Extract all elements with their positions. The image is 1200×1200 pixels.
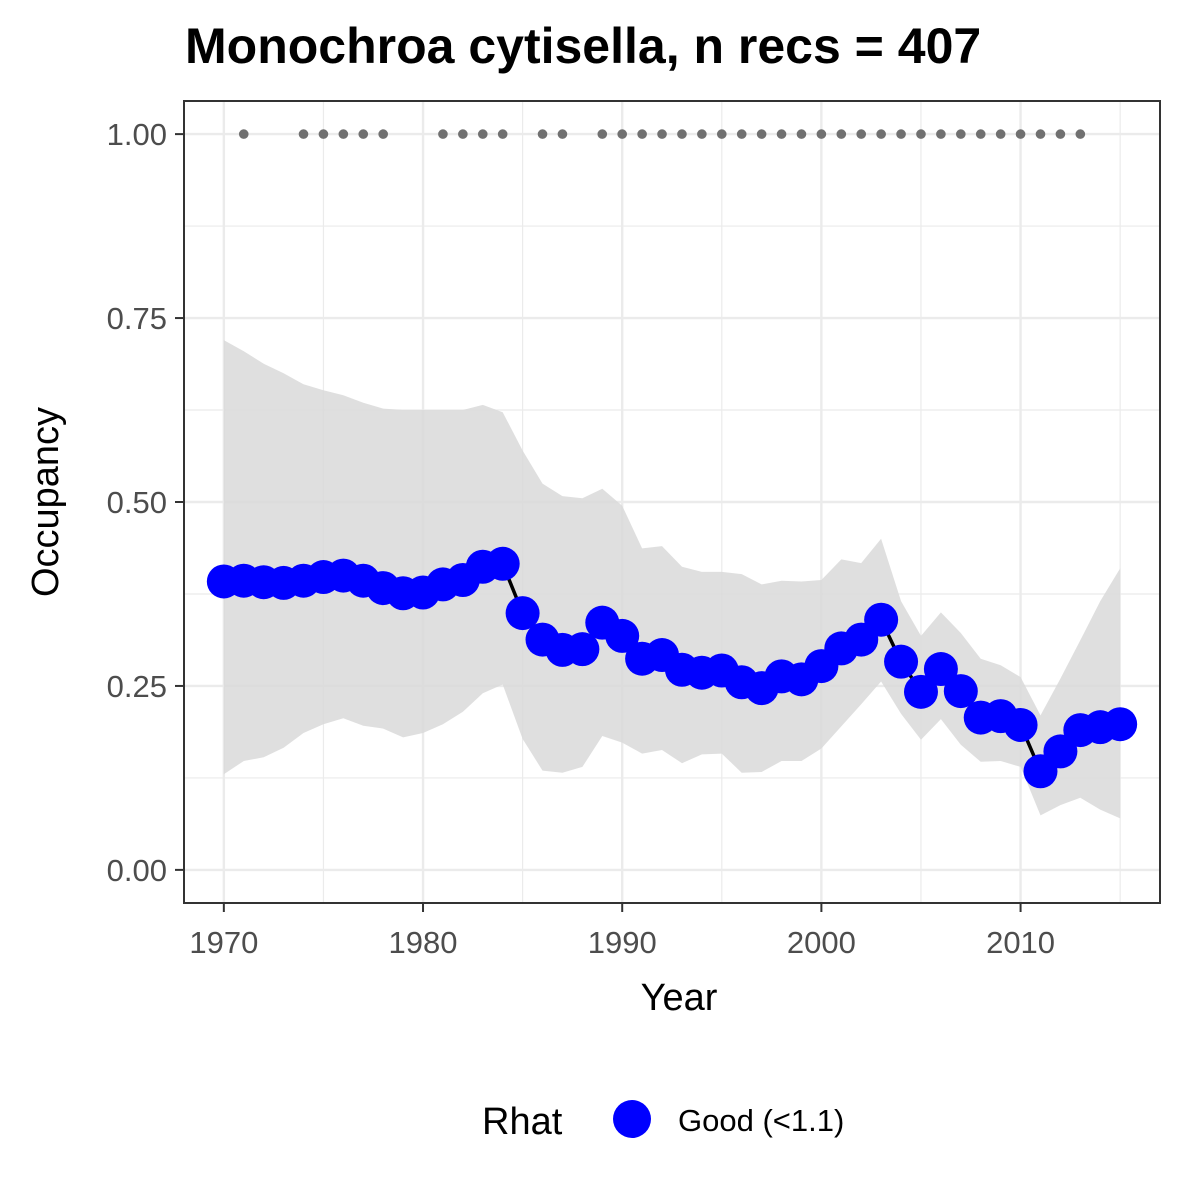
- record-year-dot: [1055, 129, 1066, 139]
- record-years-layer: [238, 129, 1086, 139]
- x-axis: 1970 1980 1990 2000 2010: [189, 903, 1055, 960]
- record-year-dot: [975, 129, 986, 139]
- record-year-dot: [497, 129, 508, 139]
- confidence-ribbon: [223, 340, 1121, 819]
- occupancy-point: [505, 596, 540, 631]
- legend-label-good: Good (<1.1): [678, 1103, 844, 1138]
- record-year-dot: [916, 129, 926, 139]
- record-year-dot: [537, 129, 548, 139]
- occupancy-point: [943, 674, 978, 709]
- occupancy-point: [1043, 734, 1078, 769]
- occupancy-point: [1103, 707, 1138, 742]
- y-tick-label: 0.50: [107, 485, 167, 520]
- record-year-dot: [896, 129, 906, 139]
- record-year-dot: [438, 129, 448, 139]
- record-year-dot: [776, 129, 787, 139]
- record-year-dot: [298, 129, 309, 139]
- record-year-dot: [318, 129, 329, 139]
- x-tick-label: 1980: [389, 925, 458, 960]
- y-tick-label: 0.00: [107, 853, 167, 888]
- record-year-dot: [637, 129, 647, 139]
- x-tick-label: 1970: [189, 925, 258, 960]
- legend-title: Rhat: [482, 1101, 563, 1143]
- record-year-dot: [617, 129, 628, 139]
- plot-panel: [183, 100, 1161, 904]
- record-year-dot: [816, 129, 827, 139]
- y-tick-label: 0.25: [107, 669, 167, 704]
- record-year-dot: [856, 129, 867, 139]
- record-year-dot: [238, 129, 249, 139]
- occupancy-point: [884, 644, 919, 679]
- record-year-dot: [995, 129, 1006, 139]
- record-year-dot: [657, 129, 667, 139]
- chart-title: Monochroa cytisella, n recs = 407: [185, 18, 981, 74]
- record-year-dot: [557, 129, 568, 139]
- record-year-dot: [796, 129, 807, 139]
- occupancy-point: [565, 632, 600, 667]
- occupancy-point: [903, 674, 938, 709]
- record-year-dot: [697, 129, 707, 139]
- record-year-dot: [477, 129, 488, 139]
- legend-key-good: [613, 1100, 651, 1138]
- y-axis: 0.00 0.25 0.50 0.75 1.00: [107, 117, 184, 888]
- confidence-ribbon-layer: [223, 340, 1121, 819]
- record-year-dot: [677, 129, 687, 139]
- occupancy-points-layer: [206, 546, 1138, 789]
- record-year-dot: [458, 129, 468, 139]
- record-year-dot: [378, 129, 388, 139]
- occupancy-point: [864, 602, 899, 637]
- occupancy-point: [1003, 707, 1038, 742]
- record-year-dot: [1035, 129, 1046, 139]
- record-year-dot: [836, 129, 847, 139]
- record-year-dot: [956, 129, 966, 139]
- y-axis-label: Occupancy: [25, 407, 67, 597]
- record-year-dot: [736, 129, 747, 139]
- record-year-dot: [338, 129, 349, 139]
- record-year-dot: [876, 129, 886, 139]
- record-year-dot: [756, 129, 767, 139]
- x-tick-label: 2000: [787, 925, 856, 960]
- record-year-dot: [936, 129, 946, 139]
- legend: Rhat Good (<1.1): [482, 1100, 844, 1143]
- record-year-dot: [1075, 129, 1086, 139]
- x-tick-label: 1990: [588, 925, 657, 960]
- occupancy-point: [923, 652, 958, 687]
- y-tick-label: 1.00: [107, 117, 167, 152]
- record-year-dot: [358, 129, 369, 139]
- record-year-dot: [716, 129, 727, 139]
- record-year-dot: [1015, 129, 1026, 139]
- occupancy-point: [485, 546, 520, 581]
- occupancy-point: [605, 618, 640, 653]
- x-axis-label: Year: [641, 977, 718, 1019]
- y-tick-label: 0.75: [107, 301, 167, 336]
- x-tick-label: 2010: [986, 925, 1055, 960]
- record-year-dot: [597, 129, 608, 139]
